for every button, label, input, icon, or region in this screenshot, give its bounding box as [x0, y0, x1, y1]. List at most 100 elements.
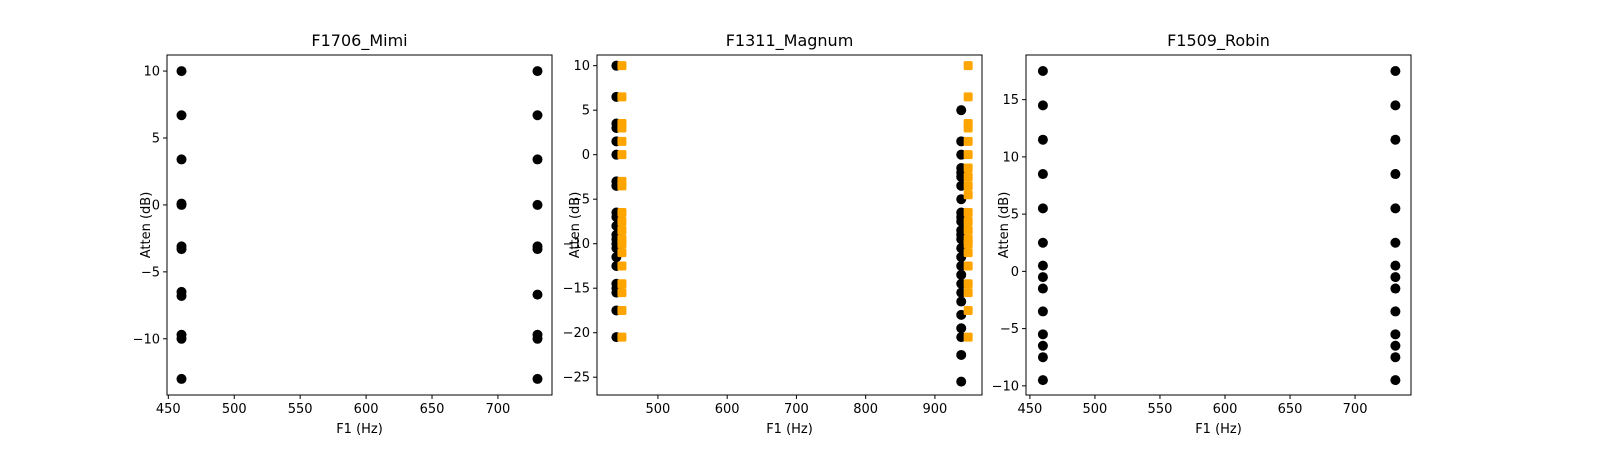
data-point [176, 290, 187, 301]
data-point [1390, 203, 1401, 214]
data-point [176, 66, 187, 77]
y-tick-label: 0 [1011, 265, 1019, 280]
data-point [963, 279, 973, 289]
y-tick-label: 10 [143, 65, 160, 80]
data-point [956, 296, 967, 307]
data-points [176, 66, 543, 384]
data-point [617, 150, 627, 160]
data-point [1390, 100, 1401, 111]
data-point [956, 323, 967, 334]
data-point [1037, 375, 1048, 386]
data-point [1037, 283, 1048, 294]
data-point [963, 225, 973, 235]
data-point [532, 110, 543, 121]
axis-ticks: 500 600 700 800 900 −25 −20 −15 −10 −5 0 5 10 [563, 59, 948, 417]
data-point [1390, 340, 1401, 351]
data-point [1390, 283, 1401, 294]
data-point [176, 199, 187, 210]
data-point [617, 123, 627, 133]
x-tick-label: 800 [853, 402, 878, 417]
data-point [1390, 375, 1401, 386]
y-tick-label: 10 [1002, 150, 1019, 165]
data-point [617, 216, 627, 226]
data-point [1390, 352, 1401, 363]
y-tick-label: −5 [1000, 322, 1019, 337]
y-tick-label: 5 [582, 104, 590, 119]
data-point [963, 61, 973, 71]
data-point [963, 261, 973, 271]
data-point [1390, 306, 1401, 317]
data-point [963, 216, 973, 226]
y-tick-label: −15 [563, 282, 590, 297]
data-point [1390, 272, 1401, 283]
data-point [617, 279, 627, 289]
data-point [617, 181, 627, 191]
y-tick-label: −10 [992, 379, 1019, 394]
x-tick-label: 600 [1213, 402, 1238, 417]
y-tick-label: −25 [563, 371, 590, 386]
data-point [176, 110, 187, 121]
x-tick-label: 600 [715, 402, 740, 417]
data-point [963, 239, 973, 249]
data-point [532, 244, 543, 255]
data-point [1037, 100, 1048, 111]
data-point [1037, 203, 1048, 214]
data-point [956, 349, 967, 360]
y-tick-label: 0 [582, 148, 590, 163]
data-point [956, 376, 967, 387]
x-tick-label: 450 [156, 402, 181, 417]
subplot-f1706-mimi: F1706_Mimi F1 (Hz) Atten (dB) 450 500 550 6… [133, 31, 553, 437]
data-point [963, 150, 973, 160]
data-point [617, 305, 627, 315]
data-point [963, 208, 973, 218]
data-point [617, 61, 627, 71]
data-point [963, 332, 973, 342]
y-tick-label: 15 [1002, 93, 1019, 108]
data-point [617, 332, 627, 342]
data-point [1037, 169, 1048, 180]
y-axis-label: Atten (dB) [139, 192, 154, 259]
data-point [532, 154, 543, 165]
data-point [1390, 169, 1401, 180]
y-axis-label: Atten (dB) [568, 192, 583, 259]
data-point [617, 239, 627, 249]
axes-frame [596, 54, 983, 396]
data-point [532, 373, 543, 384]
data-point [1390, 260, 1401, 271]
x-tick-label: 700 [486, 402, 511, 417]
data-point [1390, 134, 1401, 145]
data-point [176, 154, 187, 165]
chart-title: F1311_Magnum [726, 31, 854, 51]
data-point [532, 199, 543, 210]
data-point [963, 136, 973, 146]
data-point [617, 208, 627, 218]
data-point [963, 248, 973, 258]
x-axis-label: F1 (Hz) [1195, 422, 1242, 437]
data-point [617, 261, 627, 271]
data-point [532, 289, 543, 300]
data-point [176, 333, 187, 344]
x-tick-label: 500 [646, 402, 671, 417]
x-tick-label: 450 [1017, 402, 1042, 417]
data-point [963, 172, 973, 182]
data-point [956, 269, 967, 280]
data-point [617, 288, 627, 298]
x-tick-label: 550 [288, 402, 313, 417]
data-points [1037, 66, 1401, 386]
data-point [176, 244, 187, 255]
y-tick-label: −20 [563, 326, 590, 341]
data-point [1390, 329, 1401, 340]
y-tick-label: −10 [133, 332, 160, 347]
x-tick-label: 900 [922, 402, 947, 417]
data-point [1037, 66, 1048, 77]
data-point [617, 225, 627, 235]
subplot-f1311-magnum: F1311_Magnum F1 (Hz) Atten (dB) 500 600 70… [563, 31, 983, 437]
data-point [963, 92, 973, 102]
y-tick-label: −5 [571, 193, 590, 208]
y-tick-label: 10 [573, 59, 590, 74]
data-point [617, 248, 627, 258]
data-point [956, 105, 967, 116]
data-point [1390, 237, 1401, 248]
data-point [1390, 66, 1401, 77]
data-point [1037, 306, 1048, 317]
